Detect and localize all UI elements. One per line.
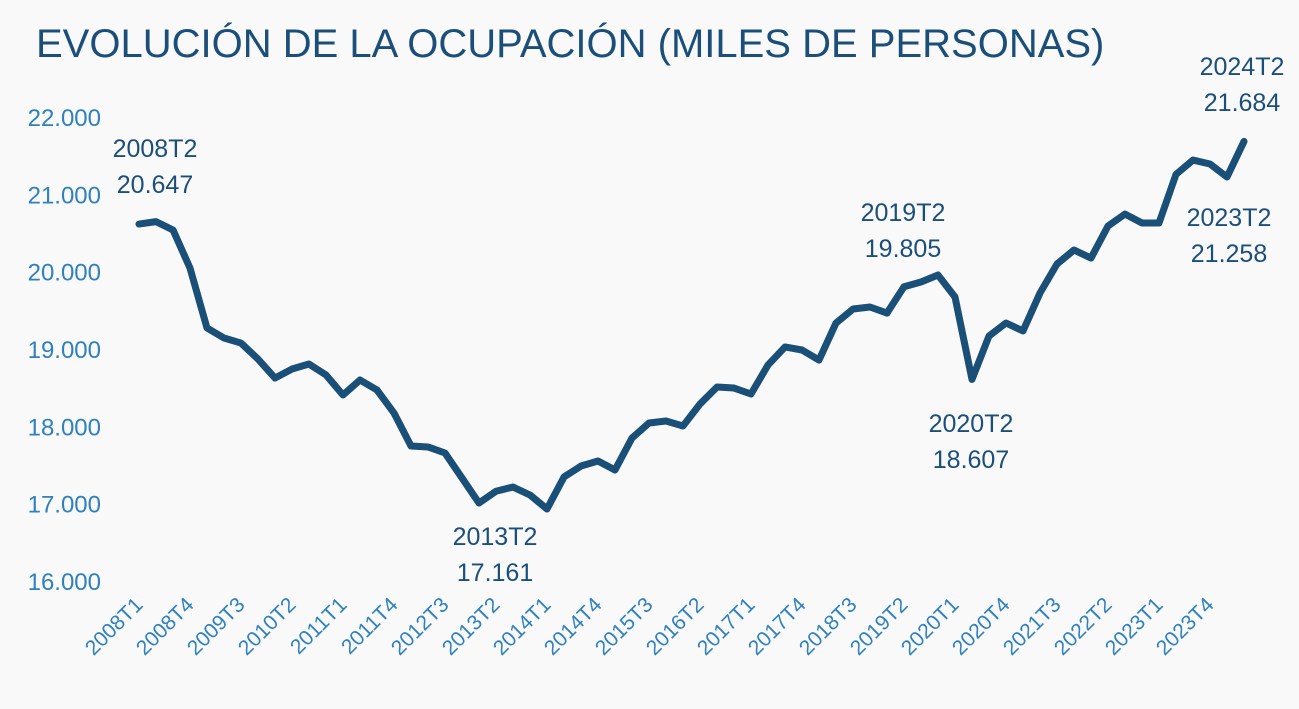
series-lines [135, 137, 1248, 513]
annotations: 2008T2 20.647 2013T2 17.161 2019T2 19.805 2020… [113, 53, 1285, 587]
x-tick-label: 2023T4 [1152, 593, 1219, 660]
series-line [135, 137, 1248, 513]
y-tick-label: 20.000 [28, 260, 101, 287]
annotation-period: 2024T2 [1200, 53, 1285, 81]
annotation-period: 2019T2 [861, 199, 946, 227]
y-tick-label: 22.000 [28, 105, 101, 132]
annotation-period: 2023T2 [1187, 204, 1272, 232]
annotation-value: 21.684 [1204, 89, 1281, 117]
y-tick-label: 17.000 [28, 492, 101, 519]
y-axis: 16.000 17.000 18.000 19.000 20.000 21.000 22.0… [28, 105, 101, 596]
y-tick-label: 19.000 [28, 337, 101, 364]
y-tick-label: 18.000 [28, 414, 101, 441]
x-axis: 2008T12008T42009T32010T22011T12011T42012… [81, 593, 1219, 660]
chart-title: EVOLUCIÓN DE LA OCUPACIÓN (MILES DE PERS… [36, 21, 1104, 66]
annotation-value: 18.607 [933, 446, 1009, 474]
y-tick-label: 21.000 [28, 182, 101, 209]
annotation-value: 19.805 [865, 235, 941, 263]
annotation-period: 2020T2 [929, 410, 1014, 438]
annotation-value: 17.161 [457, 559, 533, 587]
annotation-value: 21.258 [1191, 240, 1267, 268]
annotation-period: 2013T2 [453, 523, 538, 551]
annotation-value: 20.647 [117, 171, 193, 199]
y-tick-label: 16.000 [28, 569, 101, 596]
annotation-period: 2008T2 [113, 135, 198, 163]
x-tick-label: 2010T2 [234, 593, 301, 660]
x-tick-label: 2011T1 [286, 593, 352, 659]
